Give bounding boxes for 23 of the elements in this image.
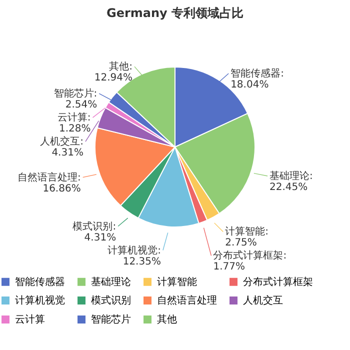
data-label: 分布式计算框架: 1.77% <box>213 250 287 273</box>
legend-label: 智能传感器 <box>15 276 65 288</box>
legend-label: 计算智能 <box>157 276 197 288</box>
data-label: 自然语言处理: 16.86% <box>17 171 81 194</box>
data-label: 模式识别: 4.31% <box>72 220 116 244</box>
data-label: 基础理论: 22.45% <box>270 170 313 194</box>
data-label: 人机交互: 4.31% <box>40 136 84 159</box>
legend-label: 其他 <box>157 314 177 326</box>
data-label: 云计算: 1.28% <box>57 112 91 135</box>
legend-label: 基础理论 <box>91 276 131 288</box>
legend-label: 云计算 <box>15 314 45 326</box>
legend-label: 模式识别 <box>91 294 131 306</box>
data-label: 其他: 12.94% <box>94 60 132 84</box>
data-label: 计算智能: 2.75% <box>225 226 269 249</box>
legend-label: 自然语言处理 <box>157 294 217 306</box>
legend-label: 计算机视觉 <box>15 294 65 306</box>
legend-label: 分布式计算框架 <box>243 276 313 288</box>
data-label: 智能传感器: 18.04% <box>230 67 284 90</box>
data-label: 计算机视觉: 12.35% <box>108 244 161 268</box>
legend-label: 人机交互 <box>243 294 283 306</box>
data-label: 智能芯片: 2.54% <box>54 88 98 111</box>
legend-label: 智能芯片 <box>91 314 131 326</box>
chart-title: Germany 专利领域占比 <box>106 6 244 20</box>
